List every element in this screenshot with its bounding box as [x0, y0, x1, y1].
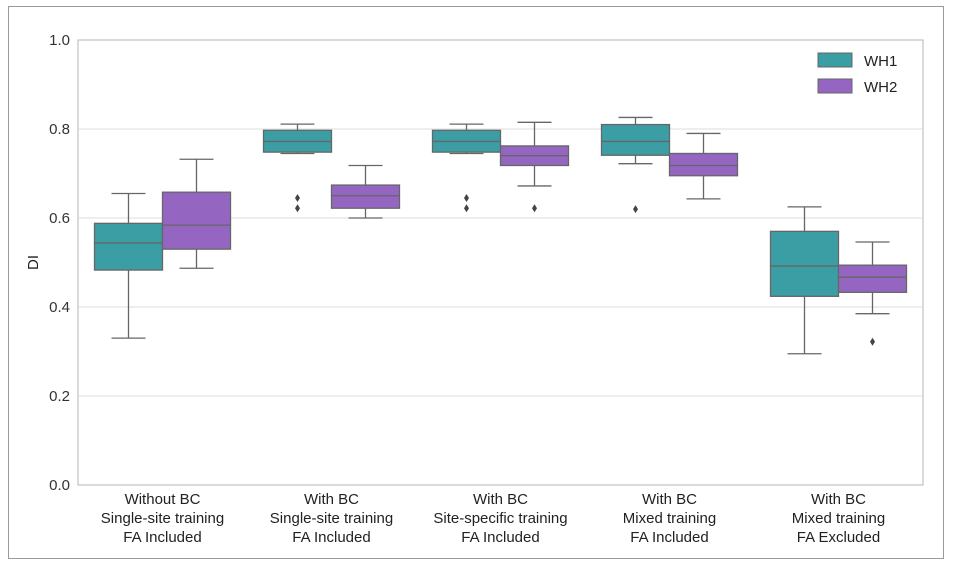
box-wh1-0 [93, 192, 164, 339]
outlier-point [870, 337, 875, 346]
x-category-label: FA Included [461, 529, 539, 546]
y-tick-label: 0.0 [49, 477, 70, 494]
y-tick-label: 1.0 [49, 32, 70, 49]
outlier-point [633, 205, 638, 214]
y-axis-label: DI [25, 255, 42, 270]
box-wh2-1 [330, 164, 401, 219]
outlier-point [295, 204, 300, 213]
x-category-label: With BC [642, 491, 697, 508]
outlier-point [532, 204, 537, 213]
box-iqr [668, 152, 739, 177]
y-axis-ticks: 0.0 0.2 0.4 0.6 0.8 1.0 [49, 32, 70, 494]
x-category-label: Mixed training [792, 510, 885, 527]
outlier-point [295, 193, 300, 202]
legend-swatch-wh2 [817, 78, 853, 94]
box-wh1-3 [600, 116, 671, 214]
y-tick-label: 0.8 [49, 121, 70, 138]
x-category-label: With BC [473, 491, 528, 508]
box-iqr [330, 184, 401, 209]
box-iqr [161, 191, 232, 250]
y-tick-label: 0.4 [49, 299, 70, 316]
x-category-label: Single-site training [101, 510, 224, 527]
box-wh2-0 [161, 158, 232, 269]
box-iqr [837, 264, 908, 293]
box-iqr [600, 123, 671, 156]
x-category-label: Site-specific training [433, 510, 567, 527]
x-category-label: FA Included [292, 529, 370, 546]
box-groups [93, 116, 908, 355]
box-wh2-2 [499, 121, 570, 213]
outlier-point [464, 193, 469, 202]
x-category-label: FA Excluded [797, 529, 880, 546]
box-wh2-4 [837, 241, 908, 346]
box-wh1-1 [262, 123, 333, 213]
grid-lines [78, 128, 923, 397]
outlier-point [464, 204, 469, 213]
legend-swatch-wh1 [817, 52, 853, 68]
box-iqr [769, 230, 840, 297]
x-category-label: Single-site training [270, 510, 393, 527]
x-axis-category-labels: Without BC Single-site training FA Include… [101, 491, 885, 546]
legend-label-wh1: WH1 [864, 53, 897, 70]
box-wh1-4 [769, 206, 840, 355]
legend: WH1 WH2 [817, 52, 897, 96]
x-category-label: With BC [304, 491, 359, 508]
y-tick-label: 0.6 [49, 210, 70, 227]
x-category-label: Mixed training [623, 510, 716, 527]
x-category-label: Without BC [125, 491, 201, 508]
y-tick-label: 0.2 [49, 388, 70, 405]
box-wh1-2 [431, 123, 502, 213]
box-wh2-3 [668, 132, 739, 200]
x-category-label: With BC [811, 491, 866, 508]
x-category-label: FA Included [123, 529, 201, 546]
legend-label-wh2: WH2 [864, 79, 897, 96]
x-category-label: FA Included [630, 529, 708, 546]
box-iqr [93, 222, 164, 271]
